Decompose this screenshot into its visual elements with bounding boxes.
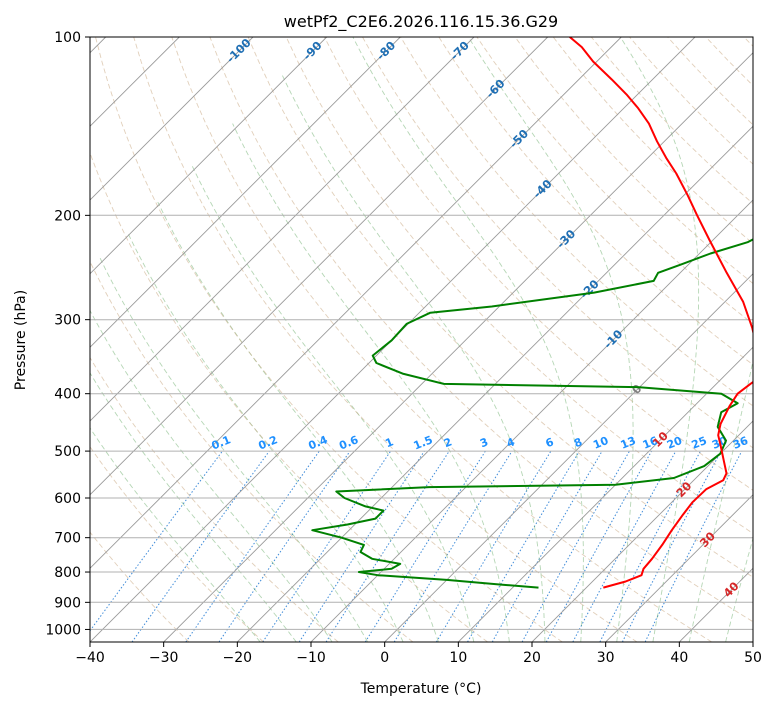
mixing-ratio-line bbox=[599, 450, 701, 642]
dry-adiabat bbox=[133, 37, 638, 642]
x-tick-label: −20 bbox=[223, 650, 253, 666]
mixing-ratio-line bbox=[644, 450, 743, 642]
dry-adiabat bbox=[400, 37, 753, 407]
moist-adiabat bbox=[90, 427, 261, 642]
mixing-ratio-line bbox=[545, 450, 653, 642]
isotherms bbox=[90, 37, 753, 642]
y-tick-label: 600 bbox=[54, 491, 81, 507]
moist-adiabat bbox=[90, 309, 333, 642]
isotherm bbox=[384, 273, 753, 642]
mixing-ratio-label: 3 bbox=[478, 435, 490, 450]
mixing-ratio-label: 20 bbox=[665, 434, 684, 452]
moist-adiabat bbox=[620, 37, 700, 642]
y-tick-label: 400 bbox=[54, 387, 81, 403]
y-tick-label: 500 bbox=[54, 444, 81, 460]
mixing-ratio-line bbox=[131, 450, 270, 642]
isotherm bbox=[90, 37, 549, 496]
mixing-ratio-line bbox=[262, 450, 392, 642]
mixing-ratio-line bbox=[364, 450, 486, 642]
mixing-ratio-line bbox=[218, 450, 351, 642]
dry-adiabat bbox=[247, 37, 753, 578]
x-axis-label: Temperature (°C) bbox=[360, 681, 482, 697]
mixing-ratio-line bbox=[621, 450, 722, 642]
mixing-ratio-label: 13 bbox=[619, 434, 638, 452]
isotherm bbox=[605, 494, 753, 642]
mixing-ratio-label: 16 bbox=[641, 434, 660, 452]
plot-frame bbox=[89, 36, 754, 643]
x-tick-label: 40 bbox=[670, 650, 688, 666]
isotherm bbox=[90, 37, 254, 201]
x-tick-label: −30 bbox=[149, 650, 179, 666]
y-tick-label: 1000 bbox=[45, 622, 81, 638]
mixing-ratio-label: 2 bbox=[442, 435, 454, 450]
moist-adiabat bbox=[352, 37, 584, 642]
dry-adiabat bbox=[514, 37, 753, 285]
dry-adiabat bbox=[362, 37, 753, 449]
y-tick-label: 300 bbox=[54, 313, 81, 329]
mixing-ratio-lines bbox=[90, 450, 743, 642]
isotherm bbox=[90, 37, 401, 348]
isotherm bbox=[310, 199, 753, 642]
x-tick-label: −40 bbox=[75, 650, 105, 666]
x-tick-label: 10 bbox=[449, 650, 467, 666]
moist-adiabat bbox=[280, 72, 546, 642]
isotherm bbox=[236, 125, 753, 642]
mixing-ratio-label: 25 bbox=[690, 434, 709, 452]
moist-adiabat bbox=[725, 536, 753, 642]
dry-adiabat bbox=[323, 37, 753, 491]
moist-adiabats bbox=[90, 37, 753, 642]
isotherm bbox=[90, 37, 622, 569]
isotherm bbox=[457, 346, 753, 642]
mixing-ratio-line bbox=[90, 450, 223, 632]
x-tick-label: 30 bbox=[597, 650, 615, 666]
isotherm bbox=[163, 52, 753, 642]
isotherm bbox=[90, 37, 475, 422]
mixing-ratio-line bbox=[325, 450, 450, 642]
y-tick-label: 900 bbox=[54, 595, 81, 611]
dry-adiabat bbox=[285, 37, 753, 534]
mixing-ratio-label: 1 bbox=[383, 435, 395, 450]
dry-adiabat bbox=[95, 37, 563, 642]
mixing-ratio-line bbox=[521, 450, 630, 642]
y-axis-label: Pressure (hPa) bbox=[13, 290, 29, 390]
moist-adiabat bbox=[688, 358, 753, 642]
dry-adiabat bbox=[90, 531, 190, 642]
moist-adiabat bbox=[191, 165, 475, 642]
y-tick-label: 200 bbox=[54, 208, 81, 224]
y-tick-label: 700 bbox=[54, 531, 81, 547]
mixing-ratio-line bbox=[393, 450, 513, 642]
mixing-ratio-label: 36 bbox=[731, 434, 750, 452]
mixing-ratio-line bbox=[185, 450, 320, 642]
y-tick-label: 100 bbox=[54, 30, 81, 46]
moist-adiabat bbox=[127, 233, 404, 642]
isotherm bbox=[531, 420, 753, 642]
x-tick-label: −10 bbox=[296, 650, 326, 666]
y-axis-ticks: 100 200 300 400 500 600 700 800 900 1000 bbox=[45, 30, 90, 638]
dry-adiabat bbox=[209, 37, 753, 623]
temperature-profile-line bbox=[569, 37, 753, 589]
x-tick-label: 50 bbox=[744, 650, 762, 666]
mixing-ratio-line bbox=[298, 450, 425, 642]
x-tick-label: 0 bbox=[380, 650, 389, 666]
mixing-ratio-line bbox=[572, 450, 677, 642]
mixing-ratio-label: 10 bbox=[591, 434, 610, 452]
chart-title: wetPf2_C2E6.2026.116.15.36.G29 bbox=[284, 12, 558, 32]
dry-adiabat bbox=[90, 356, 339, 642]
isotherm bbox=[90, 37, 328, 275]
mixing-ratio-label: 8 bbox=[572, 435, 584, 450]
dry-adiabat bbox=[90, 151, 488, 642]
x-tick-label: 20 bbox=[523, 650, 541, 666]
profiles bbox=[311, 37, 753, 589]
dewpoint-profile-line bbox=[311, 238, 753, 589]
x-axis-ticks: −40 −30 −20 −10 0 10 20 30 40 50 bbox=[75, 642, 762, 666]
y-tick-label: 800 bbox=[54, 565, 81, 581]
dry-adiabat bbox=[90, 445, 264, 642]
mixing-ratio-line bbox=[435, 450, 552, 642]
moist-adiabat bbox=[468, 37, 634, 642]
